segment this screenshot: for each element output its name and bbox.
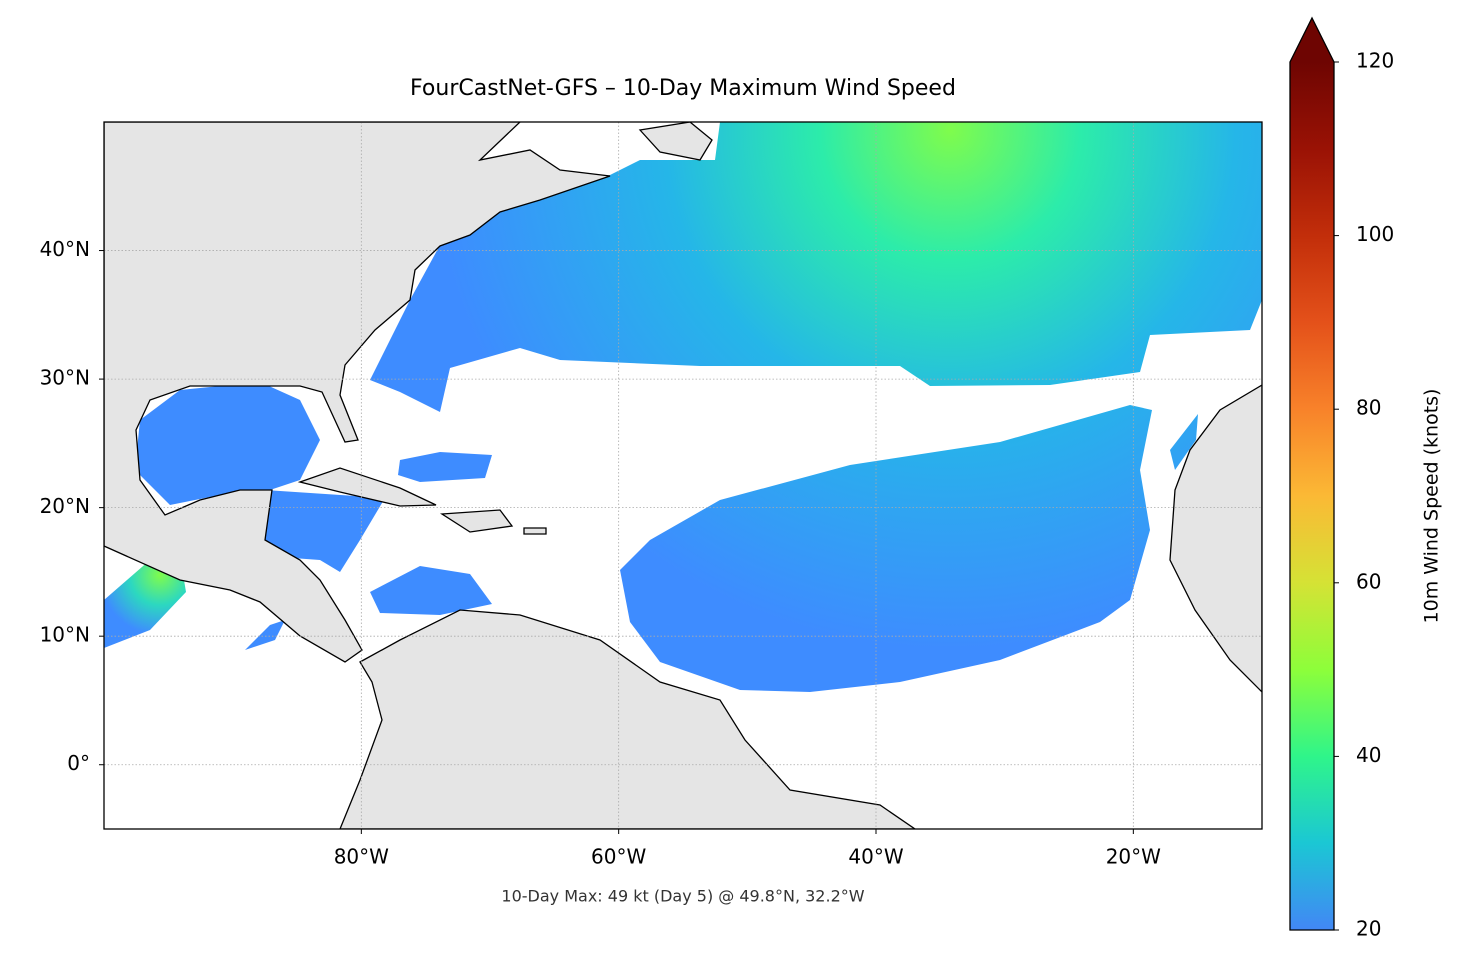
south-america [339, 609, 917, 829]
wind-region [1170, 414, 1198, 470]
colorbar-label: 10m Wind Speed (knots) [1421, 389, 1443, 624]
colorbar: 20 40 60 80 100 120 10m Wind Speed (knots) [1289, 16, 1443, 941]
map-frame [103, 121, 1263, 830]
x-tick-label: 80°W [334, 845, 389, 869]
wind-region [104, 556, 186, 648]
chart-title: FourCastNet-GFS – 10-Day Maximum Wind Sp… [410, 76, 956, 101]
wind-region [620, 405, 1152, 692]
colorbar-tick-label: 60 [1356, 569, 1381, 593]
wind-region [265, 490, 385, 572]
wind-region [245, 620, 285, 650]
north-america [104, 122, 611, 663]
wind-region [370, 566, 492, 615]
y-tick-label: 0° [67, 751, 90, 775]
colorbar-tick-label: 20 [1356, 917, 1381, 941]
colorbar-tick-label: 120 [1356, 49, 1394, 73]
x-tick-label: 20°W [1106, 845, 1161, 869]
grid [104, 122, 1262, 829]
map [104, 122, 1262, 829]
land [104, 122, 1262, 829]
y-tick-label: 10°N [40, 623, 90, 647]
annotation: 10-Day Max: 49 kt (Day 5) @ 49.8°N, 32.2… [501, 887, 864, 906]
y-tick-label: 30°N [40, 366, 90, 390]
y-tick-label: 40°N [40, 237, 90, 261]
colorbar-frame [1289, 16, 1335, 931]
colorbar-extend [1290, 18, 1334, 62]
africa [1169, 384, 1262, 693]
wind-field [104, 122, 1262, 692]
colorbar-scale [1290, 62, 1334, 930]
hispaniola [439, 509, 514, 533]
y-tick-label: 20°N [40, 494, 90, 518]
colorbar-tick-label: 40 [1356, 743, 1381, 767]
wind-region [398, 452, 492, 482]
puerto-rico [523, 527, 547, 535]
x-tick-label: 60°W [591, 845, 646, 869]
colorbar-tick-label: 100 [1356, 222, 1394, 246]
x-tick-label: 40°W [848, 845, 903, 869]
newfoundland [638, 122, 713, 161]
cuba [297, 467, 437, 507]
colorbar-tick-label: 80 [1356, 396, 1381, 420]
wind-region [135, 382, 320, 505]
wind-region [370, 122, 1262, 412]
